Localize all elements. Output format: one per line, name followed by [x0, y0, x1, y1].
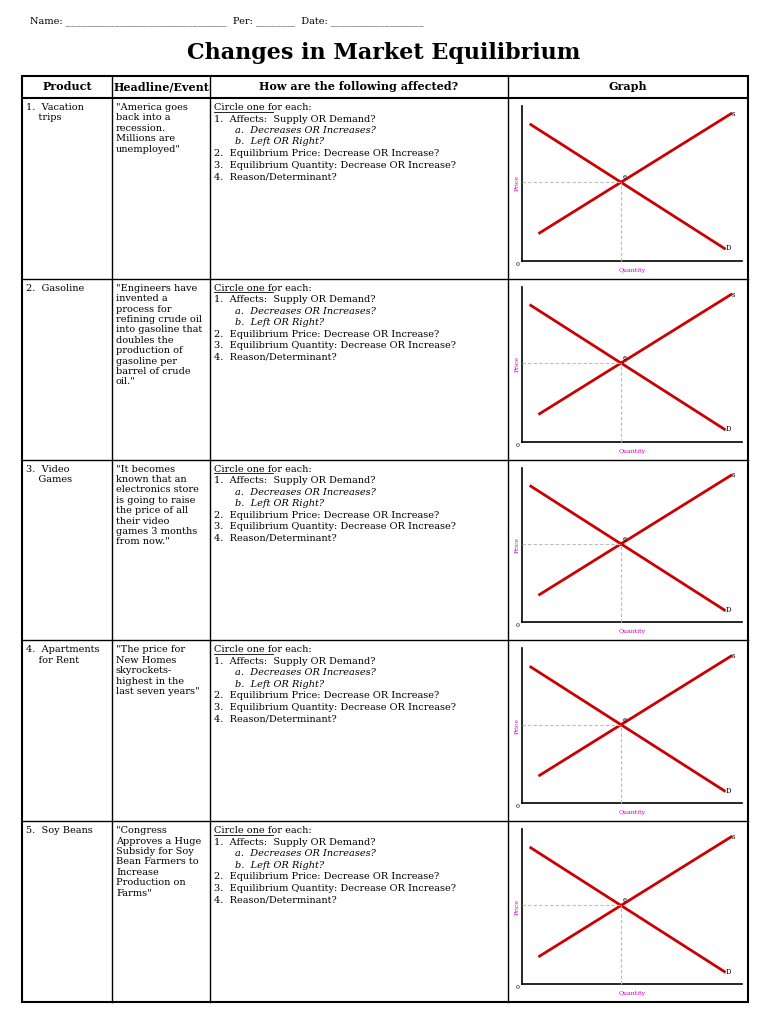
Text: "Engineers have
invented a
process for
refining crude oil
into gasoline that
dou: "Engineers have invented a process for r… [116, 284, 202, 386]
Text: Circle one for each:: Circle one for each: [214, 284, 312, 293]
Text: 0: 0 [516, 985, 520, 990]
Text: 3.  Video
    Games: 3. Video Games [26, 465, 72, 484]
Text: Headline/Event: Headline/Event [113, 82, 209, 92]
Text: b.  Left OR Right?: b. Left OR Right? [235, 499, 324, 508]
Text: 0: 0 [516, 624, 520, 629]
Text: D: D [726, 606, 731, 614]
Text: 3.  Equilibrium Quantity: Decrease OR Increase?: 3. Equilibrium Quantity: Decrease OR Inc… [214, 522, 456, 531]
Text: a.  Decreases OR Increases?: a. Decreases OR Increases? [235, 126, 376, 135]
Text: s: s [732, 471, 736, 479]
Text: How are the following affected?: How are the following affected? [260, 82, 458, 92]
Text: 4.  Reason/Determinant?: 4. Reason/Determinant? [214, 172, 336, 181]
Text: Price: Price [515, 899, 519, 914]
Text: D: D [726, 245, 731, 252]
Text: 4.  Apartments
    for Rent: 4. Apartments for Rent [26, 645, 100, 665]
Text: Quantity: Quantity [618, 268, 646, 272]
Text: 4.  Reason/Determinant?: 4. Reason/Determinant? [214, 715, 336, 723]
Text: 2.  Equilibrium Price: Decrease OR Increase?: 2. Equilibrium Price: Decrease OR Increa… [214, 511, 439, 519]
Text: Changes in Market Equilibrium: Changes in Market Equilibrium [187, 42, 581, 63]
Text: 2.  Equilibrium Price: Decrease OR Increase?: 2. Equilibrium Price: Decrease OR Increa… [214, 691, 439, 700]
Text: 0: 0 [516, 442, 520, 447]
Text: b.  Left OR Right?: b. Left OR Right? [235, 680, 324, 689]
Text: Circle one for each:: Circle one for each: [214, 465, 312, 473]
Text: 0: 0 [516, 804, 520, 809]
Text: 4.  Reason/Determinant?: 4. Reason/Determinant? [214, 353, 336, 361]
Text: Name: _________________________________  Per: ________  Date: __________________: Name: _________________________________ … [30, 16, 423, 26]
Text: 0: 0 [516, 262, 520, 267]
Text: 3.  Equilibrium Quantity: Decrease OR Increase?: 3. Equilibrium Quantity: Decrease OR Inc… [214, 702, 456, 712]
Text: s: s [732, 110, 736, 118]
Text: a.  Decreases OR Increases?: a. Decreases OR Increases? [235, 487, 376, 497]
Text: "America goes
back into a
recession.
Millions are
unemployed": "America goes back into a recession. Mil… [116, 103, 188, 154]
Text: 2.  Equilibrium Price: Decrease OR Increase?: 2. Equilibrium Price: Decrease OR Increa… [214, 872, 439, 882]
Text: e: e [623, 354, 627, 362]
Text: D: D [726, 786, 731, 795]
Text: Graph: Graph [609, 82, 647, 92]
Text: 1.  Vacation
    trips: 1. Vacation trips [26, 103, 84, 123]
Text: 2.  Equilibrium Price: Decrease OR Increase?: 2. Equilibrium Price: Decrease OR Increa… [214, 330, 439, 339]
Text: 3.  Equilibrium Quantity: Decrease OR Increase?: 3. Equilibrium Quantity: Decrease OR Inc… [214, 341, 456, 350]
Text: s: s [732, 652, 736, 660]
Text: 1.  Affects:  Supply OR Demand?: 1. Affects: Supply OR Demand? [214, 476, 376, 485]
Text: Product: Product [42, 82, 92, 92]
Text: a.  Decreases OR Increases?: a. Decreases OR Increases? [235, 307, 376, 315]
Text: e: e [623, 716, 627, 724]
Text: Circle one for each:: Circle one for each: [214, 645, 312, 654]
Text: Price: Price [515, 718, 519, 734]
Text: 4.  Reason/Determinant?: 4. Reason/Determinant? [214, 534, 336, 543]
Text: Circle one for each:: Circle one for each: [214, 103, 312, 112]
Text: Price: Price [515, 175, 519, 191]
Text: a.  Decreases OR Increases?: a. Decreases OR Increases? [235, 669, 376, 678]
Text: b.  Left OR Right?: b. Left OR Right? [235, 861, 324, 869]
Text: a.  Decreases OR Increases?: a. Decreases OR Increases? [235, 849, 376, 858]
Text: Quantity: Quantity [618, 449, 646, 454]
Text: D: D [726, 425, 731, 433]
Text: 1.  Affects:  Supply OR Demand?: 1. Affects: Supply OR Demand? [214, 657, 376, 666]
Text: Quantity: Quantity [618, 810, 646, 815]
Text: 3.  Equilibrium Quantity: Decrease OR Increase?: 3. Equilibrium Quantity: Decrease OR Inc… [214, 884, 456, 893]
Text: "It becomes
known that an
electronics store
is going to raise
the price of all
t: "It becomes known that an electronics st… [116, 465, 199, 547]
Text: b.  Left OR Right?: b. Left OR Right? [235, 318, 324, 328]
Text: b.  Left OR Right?: b. Left OR Right? [235, 137, 324, 146]
Text: "Congress
Approves a Huge
Subsidy for Soy
Bean Farmers to
Increase
Production on: "Congress Approves a Huge Subsidy for So… [116, 826, 201, 898]
Text: 3.  Equilibrium Quantity: Decrease OR Increase?: 3. Equilibrium Quantity: Decrease OR Inc… [214, 161, 456, 170]
Text: 2.  Equilibrium Price: Decrease OR Increase?: 2. Equilibrium Price: Decrease OR Increa… [214, 150, 439, 158]
Text: 1.  Affects:  Supply OR Demand?: 1. Affects: Supply OR Demand? [214, 838, 376, 847]
Text: 1.  Affects:  Supply OR Demand?: 1. Affects: Supply OR Demand? [214, 115, 376, 124]
Text: e: e [623, 535, 627, 543]
Text: s: s [732, 291, 736, 299]
Text: Price: Price [515, 537, 519, 553]
Text: 5.  Soy Beans: 5. Soy Beans [26, 826, 93, 836]
Text: 1.  Affects:  Supply OR Demand?: 1. Affects: Supply OR Demand? [214, 295, 376, 304]
Text: 4.  Reason/Determinant?: 4. Reason/Determinant? [214, 895, 336, 904]
Text: "The price for
New Homes
skyrockets-
highest in the
last seven years": "The price for New Homes skyrockets- hig… [116, 645, 200, 696]
Text: Quantity: Quantity [618, 991, 646, 996]
Text: D: D [726, 968, 731, 976]
Text: Circle one for each:: Circle one for each: [214, 826, 312, 836]
Text: e: e [623, 173, 627, 181]
Text: Quantity: Quantity [618, 630, 646, 635]
Text: s: s [732, 833, 736, 841]
Text: Price: Price [515, 356, 519, 372]
Text: e: e [623, 896, 627, 904]
Text: 2.  Gasoline: 2. Gasoline [26, 284, 84, 293]
